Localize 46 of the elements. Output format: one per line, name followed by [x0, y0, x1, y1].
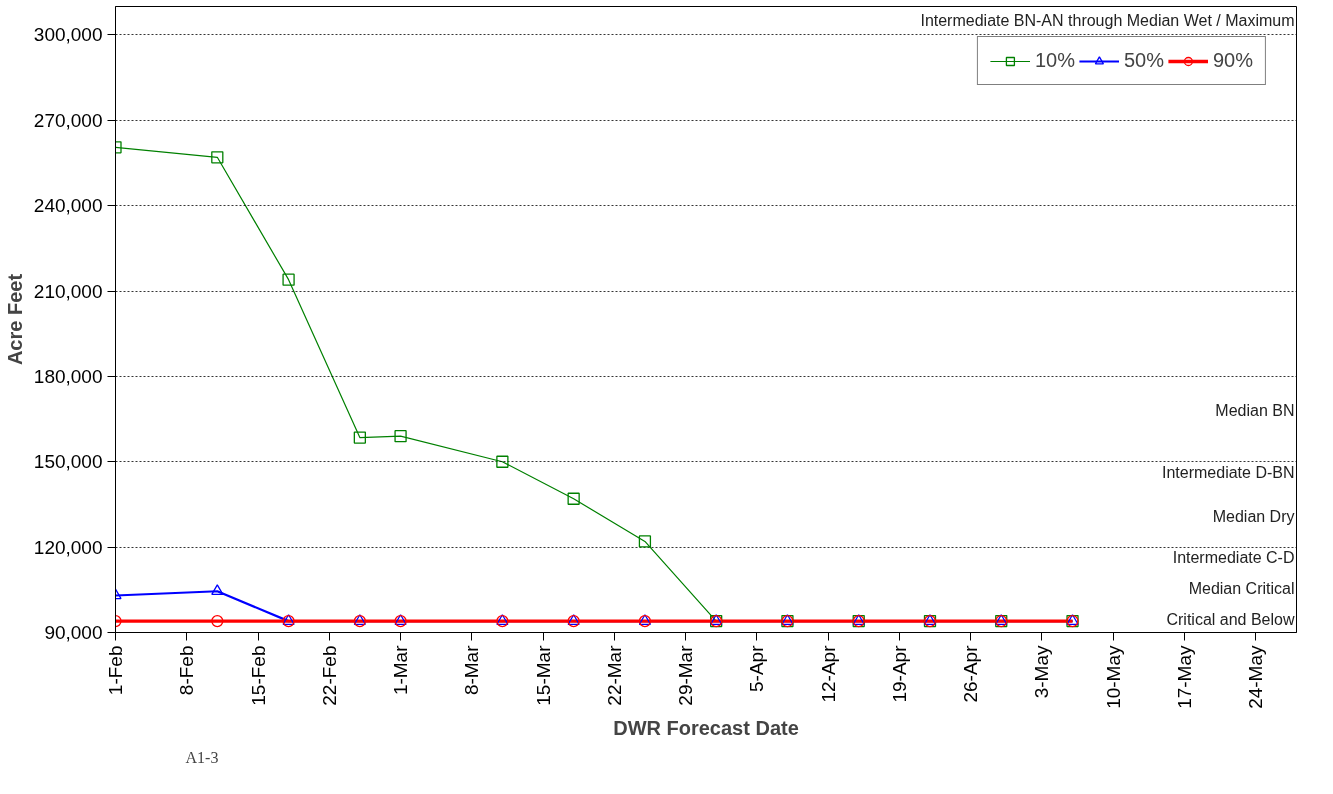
- x-tick-label: 17-May: [1174, 645, 1196, 709]
- x-tick-label: 15-Feb: [247, 645, 269, 706]
- annotation: Critical and Below: [1166, 611, 1295, 629]
- x-tick-label: 24-May: [1245, 645, 1267, 709]
- point: [353, 431, 366, 444]
- point: [282, 273, 295, 286]
- point: [211, 151, 224, 164]
- legend-label: 90%: [1212, 49, 1253, 72]
- point: [211, 614, 224, 628]
- x-tick-label: 15-Mar: [532, 644, 554, 706]
- x-tick-label: 1-Feb: [105, 645, 126, 696]
- x-tick-label: 5-Apr: [746, 644, 768, 692]
- x-axis-title: DWR Forecast Date: [613, 716, 799, 739]
- point: [496, 455, 509, 468]
- x-tick-label: 3-May: [1031, 645, 1053, 699]
- y-tick-label: 150,000: [33, 451, 103, 473]
- annotation: Median Critical: [1188, 580, 1295, 598]
- x-tick-label: 8-Feb: [176, 645, 198, 696]
- point: [638, 535, 652, 548]
- y-tick-label: 270,000: [33, 109, 103, 131]
- x-tick-label: 12-Apr: [817, 644, 839, 703]
- y-tick-label: 240,000: [33, 195, 103, 217]
- text: A1-3: [185, 748, 219, 766]
- x-tick-label: 19-Apr: [888, 644, 910, 703]
- legend-label: 50%: [1123, 49, 1164, 72]
- x-tick-label: 22-Feb: [318, 645, 340, 706]
- annotation: Median BN: [1215, 401, 1295, 419]
- x-tick-label: 1-Mar: [390, 644, 412, 696]
- x-tick-label: 8-Mar: [461, 644, 483, 696]
- point: [211, 584, 224, 596]
- x-tick-label: 10-May: [1102, 645, 1124, 709]
- y-tick-label: 120,000: [33, 536, 103, 558]
- x-tick-label: 29-Mar: [675, 644, 697, 706]
- y-axis-title: Acre Feet: [3, 273, 26, 366]
- y-tick-label: 210,000: [33, 280, 103, 302]
- annotation: Intermediate C-D: [1172, 548, 1295, 566]
- y-tick-label: 90,000: [44, 622, 103, 643]
- annotation: Intermediate BN-AN through Median Wet / Maximum: [920, 12, 1295, 30]
- annotation: Median Dry: [1212, 507, 1295, 525]
- legend-label: 10%: [1034, 49, 1075, 72]
- x-tick-label: 26-Apr: [960, 644, 982, 703]
- y-tick-label: 300,000: [33, 24, 103, 46]
- annotation: Intermediate D-BN: [1162, 464, 1295, 482]
- point: [567, 492, 580, 505]
- y-tick-label: 180,000: [33, 365, 103, 387]
- x-tick-label: 22-Mar: [603, 644, 625, 706]
